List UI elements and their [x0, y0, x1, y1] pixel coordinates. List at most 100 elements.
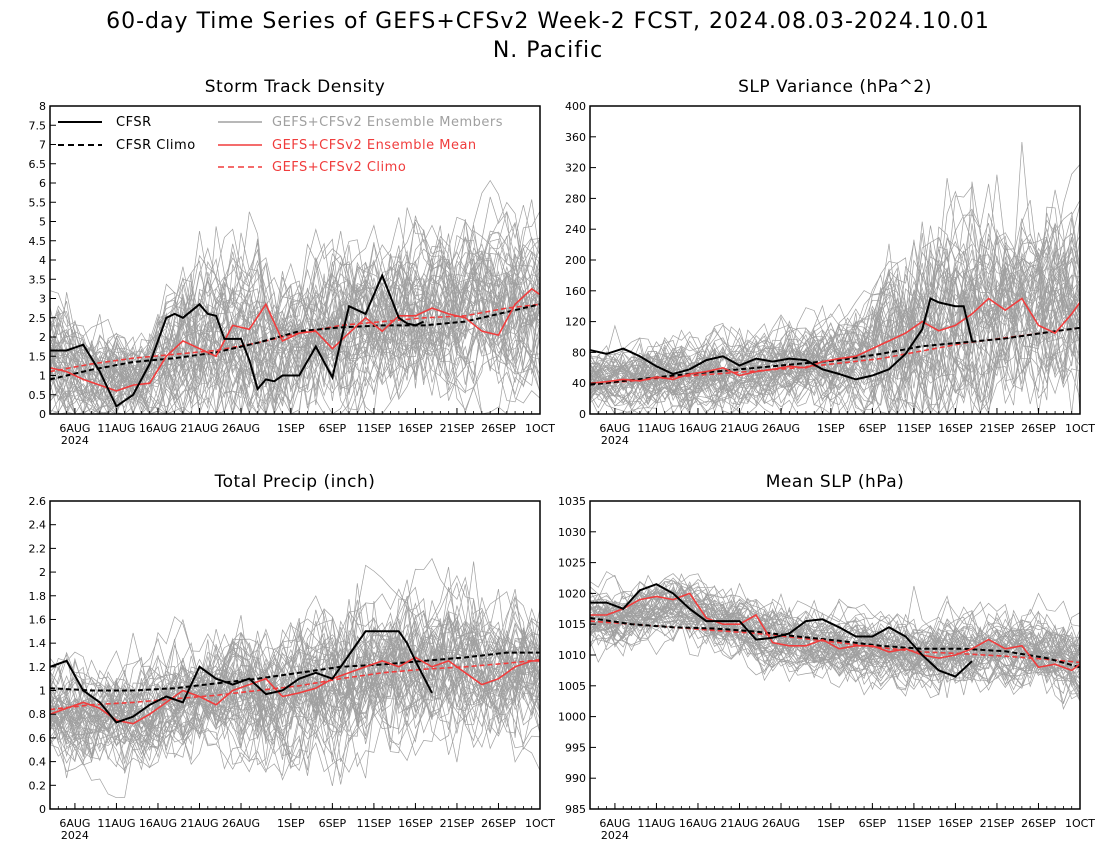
legend-cfsr-label: CFSR [116, 115, 152, 130]
x-tick-label: 11AUG [637, 422, 675, 435]
x-tick-label: 16SEP [398, 817, 433, 830]
y-tick-label: 985 [565, 803, 586, 816]
y-tick-label: 3.5 [29, 273, 47, 286]
x-tick-label: 11AUG [637, 817, 675, 830]
series-line-mean [590, 297, 1080, 384]
y-tick-label: 0 [39, 803, 46, 816]
x-tick-label: 16SEP [398, 422, 433, 435]
y-tick-label: 1 [39, 685, 46, 698]
ensemble-member-line [590, 599, 1080, 700]
ensemble-member-line [50, 274, 540, 406]
panel-mean-slp: Mean SLP (hPa) 985 990 995 1000 1005 1010 1015 1… [558, 472, 1095, 842]
ensemble-member-line [590, 608, 1080, 689]
panel-title: SLP Variance (hPa^2) [738, 77, 932, 97]
x-tick-label: 6SEP [859, 422, 887, 435]
x-tick-label: 11SEP [357, 422, 392, 435]
y-tick-label: 240 [565, 223, 586, 236]
y-tick-label: 4.5 [29, 235, 47, 248]
x-tick-label: 16AUG [139, 422, 177, 435]
series-line-cfsr-climo [50, 651, 540, 692]
x-tick-label: 26AUG [762, 817, 800, 830]
y-tick-label: 8 [39, 100, 46, 113]
ensemble-member-line [590, 226, 1080, 394]
ensemble-member-line [50, 627, 540, 760]
y-tick-label: 40 [572, 377, 586, 390]
x-tick-label: 6AUG [599, 422, 630, 435]
ensemble-member-line [590, 217, 1080, 401]
y-tick-label: 1010 [558, 649, 586, 662]
x-tick-label: 6SEP [319, 422, 347, 435]
x-tick-label: 16SEP [938, 422, 973, 435]
x-tick-label: 26AUG [222, 422, 260, 435]
y-tick-label: 0 [39, 408, 46, 421]
series-line-cfsr-climo [50, 303, 540, 381]
figure-subtitle: N. Pacific [493, 38, 603, 63]
y-tick-label: 5 [39, 216, 46, 229]
x-tick-label: 11SEP [357, 817, 392, 830]
ensemble-members [50, 557, 540, 799]
y-tick-label: 1 [39, 370, 46, 383]
ensemble-member-line [50, 256, 540, 414]
y-tick-label: 0.8 [29, 708, 47, 721]
x-tick-label: 11AUG [97, 422, 135, 435]
series-line-cfsr [590, 297, 973, 381]
y-tick-label: 2 [39, 566, 46, 579]
x-tick-label: 26SEP [481, 422, 516, 435]
x-tick-label: 6SEP [319, 817, 347, 830]
ensemble-member-line [50, 628, 540, 779]
ensemble-member-line [590, 264, 1080, 414]
x-tick-label: 16AUG [139, 817, 177, 830]
ensemble-member-line [590, 212, 1080, 406]
x-tick-label: 21SEP [440, 817, 475, 830]
ensemble-member-line [50, 638, 540, 768]
panel-title: Mean SLP (hPa) [766, 472, 905, 492]
series-line-mean [50, 656, 540, 725]
ensemble-member-line [590, 616, 1080, 689]
panel-slp-variance: SLP Variance (hPa^2) 0 40 80 120 160 200 240 280… [565, 77, 1095, 447]
ensemble-member-line [590, 573, 1080, 696]
y-tick-label: 2.5 [29, 312, 47, 325]
x-tick-label: 21SEP [440, 422, 475, 435]
series-line-climo [50, 658, 540, 711]
ensemble-member-line [50, 219, 540, 414]
y-tick-label: 0.4 [29, 756, 47, 769]
ensemble-member-line [590, 241, 1080, 412]
x-tick-label: 21AUG [720, 422, 758, 435]
y-tick-label: 7.5 [29, 119, 47, 132]
ensemble-member-line [50, 255, 540, 414]
ensemble-member-line [50, 609, 540, 745]
y-tick-label: 1.6 [29, 613, 47, 626]
y-tick-label: 1.5 [29, 350, 47, 363]
ensemble-member-line [50, 225, 540, 414]
x-tick-label: 16SEP [938, 817, 973, 830]
x-tick-label: 6SEP [859, 817, 887, 830]
ensemble-member-line [590, 237, 1080, 405]
x-tick-label: 1OCT [525, 422, 555, 435]
x-tick-label: 21AUG [720, 817, 758, 830]
y-tick-label: 80 [572, 346, 586, 359]
x-tick-label: 26AUG [222, 817, 260, 830]
x-tick-label: 21AUG [180, 817, 218, 830]
y-tick-label: 1025 [558, 557, 586, 570]
ensemble-member-line [590, 232, 1080, 414]
y-tick-label: 6 [39, 177, 46, 190]
ensemble-member-line [590, 265, 1080, 414]
y-tick-label: 1005 [558, 680, 586, 693]
y-tick-label: 5.5 [29, 196, 47, 209]
y-tick-label: 7 [39, 139, 46, 152]
plot-frame [49, 500, 541, 810]
y-tick-label: 2.4 [29, 519, 47, 532]
y-tick-label: 6.5 [29, 158, 47, 171]
y-tick-label: 3 [39, 293, 46, 306]
x-tick-label: 1OCT [1065, 817, 1095, 830]
ensemble-member-line [50, 222, 540, 410]
y-tick-label: 160 [565, 285, 586, 298]
ensemble-member-line [50, 638, 540, 799]
x-tick-label: 21SEP [980, 817, 1015, 830]
y-tick-label: 1.2 [29, 661, 47, 674]
x-tick-label: 21AUG [180, 422, 218, 435]
y-tick-label: 990 [565, 772, 586, 785]
x-tick-label: 26SEP [1021, 817, 1056, 830]
y-tick-label: 0.5 [29, 389, 47, 402]
legend-climo-label: GEFS+CFSv2 Climo [272, 160, 406, 175]
